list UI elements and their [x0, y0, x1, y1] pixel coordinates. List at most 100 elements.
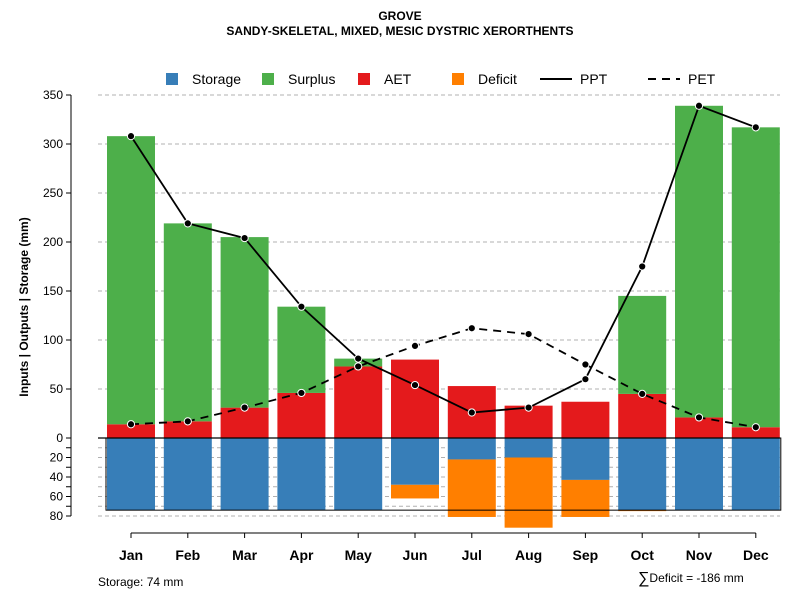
aet-bar: [391, 359, 439, 438]
storage-bar: [334, 438, 383, 511]
ppt-line-point: [240, 233, 249, 243]
surplus-bar: [731, 127, 780, 428]
pet-line-point: [638, 389, 647, 398]
pet-line-point: [694, 413, 704, 422]
pet-line-point: [240, 403, 249, 412]
surplus-bar: [618, 295, 667, 394]
legend-label-deficit: Deficit: [478, 71, 517, 87]
aet-bar: [107, 424, 155, 438]
pet-line: [130, 327, 756, 429]
pet-line-point: [467, 324, 476, 333]
y-tick-label: 100: [43, 333, 63, 347]
y-axis-label: Inputs | Outputs | Storage (mm): [17, 217, 31, 396]
aet-bar: [163, 421, 212, 438]
legend-item-storage: Storage: [166, 71, 241, 87]
pet-line-point: [524, 330, 533, 339]
ppt-line: [130, 104, 757, 414]
storage-bar: [220, 438, 269, 511]
aet-bar: [731, 427, 780, 438]
storage-bar: [277, 438, 326, 511]
legend-item-ppt: PPT: [540, 71, 608, 87]
ppt-line-point: [694, 101, 704, 110]
surplus-bar: [277, 306, 326, 393]
ppt-line-point: [183, 219, 192, 228]
legend-swatch-storage: [166, 73, 178, 85]
surplus-bar: [675, 105, 723, 418]
x-tick-label: Jan: [119, 547, 143, 563]
legend-swatch-aet: [358, 73, 370, 85]
y-tick-label: 0: [56, 431, 63, 445]
chart-subtitle: SANDY-SKELETAL, MIXED, MESIC DYSTRIC XER…: [226, 24, 574, 38]
legend-label-storage: Storage: [192, 71, 241, 87]
legend-swatch-deficit: [452, 73, 464, 85]
x-tick-label: Oct: [631, 547, 655, 563]
y-tick-label: 60: [50, 490, 64, 504]
storage-bar: [675, 438, 723, 511]
y-tick-label: 50: [50, 382, 64, 396]
deficit-bar: [561, 479, 610, 517]
legend-item-surplus: Surplus: [262, 71, 335, 87]
legend-label-ppt: PPT: [580, 71, 608, 87]
ppt-line-point: [297, 302, 306, 311]
aet-bar: [277, 392, 326, 438]
legend-label-pet: PET: [688, 71, 716, 87]
ppt-line-point: [354, 354, 363, 363]
storage-bar: [447, 438, 496, 460]
pet-line-point: [751, 423, 760, 432]
aet-bar: [334, 366, 383, 438]
y-tick-label: 350: [43, 88, 63, 102]
deficit-bar: [391, 484, 439, 499]
storage-bar: [163, 438, 212, 511]
surplus-bar: [163, 223, 212, 422]
x-tick-label: Jul: [462, 547, 482, 563]
x-tick-label: Jun: [403, 547, 428, 563]
storage-summary: Storage: 74 mm: [98, 575, 184, 589]
legend-label-aet: AET: [384, 71, 412, 87]
ppt-line-point: [581, 375, 590, 384]
storage-bar: [504, 438, 553, 458]
storage-bar: [561, 438, 610, 480]
pet-line-point: [126, 420, 136, 429]
x-tick-label: Aug: [515, 547, 542, 563]
x-tick-label: Dec: [743, 547, 769, 563]
surplus-bar: [220, 237, 269, 408]
surplus-bar: [107, 136, 155, 425]
y-tick-label: 300: [43, 137, 63, 151]
deficit-bar: [504, 457, 553, 528]
ppt-line-point: [410, 380, 420, 390]
ppt-line-point: [467, 408, 476, 417]
ppt-line-point: [638, 262, 647, 271]
pet-line-point: [410, 341, 420, 350]
x-tick-label: Sep: [573, 547, 599, 563]
x-tick-label: Nov: [686, 547, 713, 563]
y-tick-label: 40: [50, 470, 64, 484]
y-tick-label: 80: [50, 509, 64, 523]
pet-line-point: [354, 362, 363, 371]
chart-title: GROVE: [378, 9, 422, 23]
pet-line-point: [581, 360, 590, 369]
x-tick-label: Feb: [175, 547, 200, 563]
storage-bar: [731, 438, 780, 511]
x-tick-label: Apr: [289, 547, 314, 563]
sigma-symbol: ∑: [638, 570, 650, 587]
legend-swatch-surplus: [262, 73, 274, 85]
y-tick-label: 200: [43, 235, 63, 249]
legend-item-aet: AET: [358, 71, 412, 87]
aet-bar: [220, 407, 269, 438]
aet-bar: [618, 393, 667, 438]
aet-bar: [675, 417, 723, 438]
ppt-line-point: [751, 123, 760, 132]
pet-line-point: [297, 388, 306, 398]
y-tick-label: 150: [43, 284, 63, 298]
deficit-summary: ∑Deficit = -186 mm: [638, 570, 744, 588]
deficit-bar: [447, 459, 496, 517]
aet-bar: [561, 401, 610, 438]
y-tick-label: 250: [43, 186, 63, 200]
legend-label-surplus: Surplus: [288, 71, 335, 87]
storage-bar: [391, 438, 439, 485]
pet-line-point: [183, 417, 192, 426]
storage-bar: [618, 438, 667, 511]
ppt-line-point: [524, 403, 533, 412]
storage-bar: [107, 438, 155, 511]
